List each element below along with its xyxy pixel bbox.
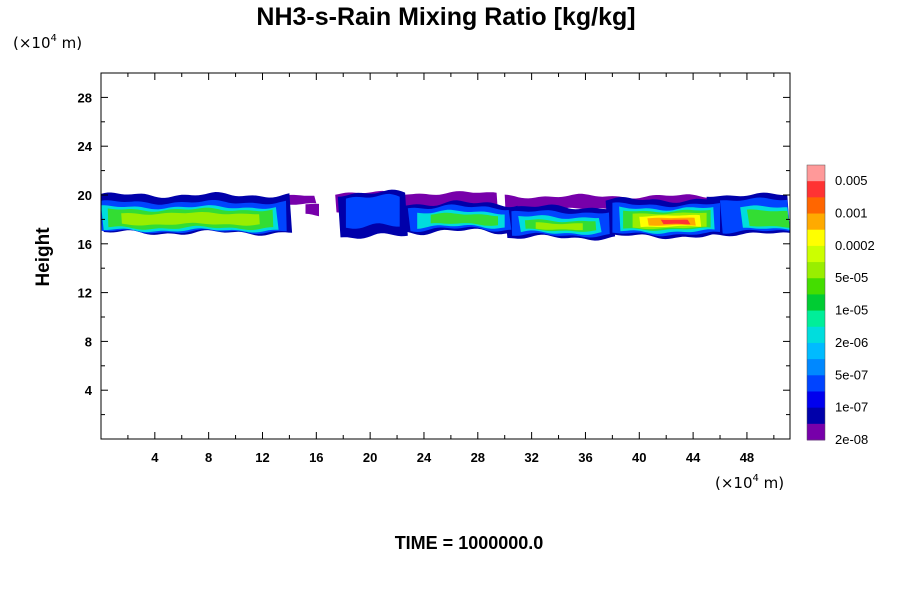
colorbar-swatch	[807, 310, 825, 328]
colorbar-swatch	[807, 391, 825, 409]
colorbar-swatch	[807, 407, 825, 425]
y-tick-label: 8	[85, 334, 92, 349]
x-tick-label: 4	[151, 450, 159, 465]
x-tick-label: 24	[417, 450, 432, 465]
contour-5e-05	[121, 212, 260, 226]
x-tick-label: 28	[471, 450, 485, 465]
colorbar-label: 1e-07	[835, 400, 868, 415]
y-axis-ticks: 4 8 12 16 20 24 28	[78, 90, 790, 416]
y-tick-label: 16	[78, 237, 92, 252]
y-unit-exponent: 4	[51, 33, 57, 44]
contour-1e-03	[660, 219, 691, 225]
y-tick-label: 12	[78, 286, 92, 301]
x-unit-suffix: m)	[759, 474, 784, 492]
contour-1e-05	[746, 209, 790, 228]
colorbar-swatch	[807, 165, 825, 182]
x-tick-label: 20	[363, 450, 377, 465]
x-tick-label: 48	[740, 450, 754, 465]
x-tick-label: 40	[632, 450, 646, 465]
colorbar-swatch	[807, 181, 825, 198]
colorbar-swatch	[807, 326, 825, 344]
colorbar-label: 5e-05	[835, 270, 868, 285]
contour-2e-08	[305, 203, 319, 217]
colorbar-label: 0.0002	[835, 238, 875, 253]
contour-5e-05	[535, 222, 583, 231]
time-label: TIME = 1000000.0	[395, 533, 544, 553]
x-tick-label: 16	[309, 450, 323, 465]
colorbar: 0.005 0.001 0.0002 5e-05 1e-05 2e-06 5e-07 1e-0…	[806, 164, 875, 447]
contour-5e-07	[345, 193, 400, 229]
colorbar-swatch	[807, 213, 825, 231]
x-tick-label: 36	[578, 450, 592, 465]
x-axis-unit: (×104 m)	[715, 473, 784, 492]
colorbar-frame	[806, 164, 826, 441]
x-unit-exponent: 4	[753, 473, 759, 484]
y-unit-suffix: m)	[57, 34, 82, 52]
colorbar-swatch	[807, 375, 825, 392]
y-tick-label: 20	[78, 188, 92, 203]
chart-title: NH3-s-Rain Mixing Ratio [kg/kg]	[256, 3, 635, 31]
colorbar-swatch	[807, 197, 825, 214]
colorbar-label: 5e-07	[835, 367, 868, 382]
y-tick-label: 28	[78, 90, 92, 105]
colorbar-swatch	[807, 342, 825, 360]
y-unit-prefix: (×10	[13, 34, 51, 52]
colorbar-swatch	[807, 294, 825, 311]
colorbar-label: 2e-08	[835, 432, 868, 447]
colorbar-label: 2e-06	[835, 335, 868, 350]
y-tick-label: 24	[78, 139, 93, 154]
colorbar-label: 0.005	[835, 173, 868, 188]
x-axis-ticks: 4 8 12 16 20 24 28 32 36 40 44 48	[127, 73, 775, 465]
mixing-ratio-field	[101, 189, 790, 241]
colorbar-swatch	[807, 423, 825, 441]
y-tick-label: 4	[85, 383, 93, 398]
colorbar-label: 0.001	[835, 206, 868, 221]
colorbar-swatch	[807, 278, 825, 295]
colorbar-swatch	[807, 245, 825, 263]
colorbar-swatch	[807, 262, 825, 279]
y-axis-label: Height	[33, 227, 54, 287]
colorbar-label: 1e-05	[835, 303, 868, 318]
y-axis-unit: (×104 m)	[13, 33, 82, 52]
x-tick-label: 12	[255, 450, 269, 465]
x-tick-label: 8	[205, 450, 212, 465]
x-unit-prefix: (×10	[715, 474, 753, 492]
x-tick-label: 32	[524, 450, 538, 465]
colorbar-swatch	[807, 229, 825, 247]
colorbar-swatch	[807, 359, 825, 376]
plot-frame	[100, 72, 791, 440]
contour-1e-05	[430, 212, 498, 226]
x-tick-label: 44	[686, 450, 701, 465]
